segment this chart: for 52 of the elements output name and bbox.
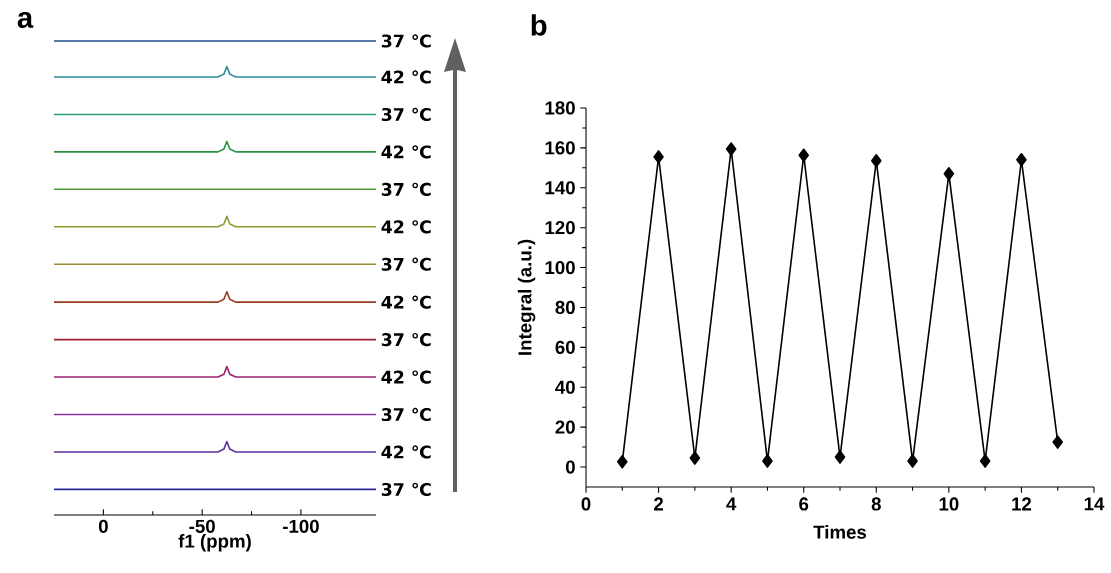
point	[834, 450, 846, 464]
point	[1052, 435, 1064, 449]
series-label: 42 ℃	[381, 145, 431, 159]
series-label: 42 ℃	[381, 445, 431, 459]
x-tick-label: 12	[1012, 497, 1032, 511]
series-label: 37 ℃	[381, 182, 431, 196]
series-label: 42 ℃	[381, 70, 431, 84]
point	[907, 454, 918, 468]
point	[979, 454, 991, 468]
x-axis-title: f1 (ppm)	[178, 534, 251, 552]
y-tick-label: 160	[545, 141, 575, 155]
point	[725, 142, 737, 156]
y-tick-label: 60	[555, 340, 575, 354]
y-tick-label: 40	[555, 380, 575, 394]
y-tick-label: 140	[545, 181, 575, 195]
y-axis-title: Integral (a.u.)	[517, 239, 536, 355]
x-tick-label: -100	[282, 519, 319, 533]
series-label: 37 ℃	[381, 34, 431, 48]
x-tick-label: 8	[871, 497, 881, 511]
x-tick-label: 4	[726, 497, 737, 511]
y-tick-label: 120	[545, 221, 575, 235]
point	[1016, 153, 1027, 167]
y-tick-label: 180	[545, 101, 575, 115]
point	[762, 454, 773, 468]
x-tick-label: 14	[1084, 497, 1105, 511]
point	[870, 154, 882, 168]
point	[653, 150, 664, 164]
x-tick-label: 2	[654, 497, 664, 511]
x-tick-label: -50	[189, 519, 215, 533]
x-tick-label: 0	[98, 519, 108, 533]
x-axis-title: Times	[813, 525, 867, 539]
y-tick-label: 80	[555, 300, 575, 315]
y-tick-label: 100	[545, 260, 575, 275]
x-tick-label: 6	[799, 497, 809, 511]
series-label: 42 ℃	[381, 370, 431, 384]
series-label: 37 ℃	[381, 257, 431, 271]
x-tick-label: 0	[581, 497, 591, 511]
point	[616, 455, 628, 469]
point	[689, 451, 701, 465]
chart-title: b	[531, 14, 547, 36]
series-label: 37 ℃	[381, 107, 431, 122]
x-tick-label: 10	[939, 497, 959, 511]
chart-title: a	[17, 11, 34, 28]
series-label: 37 ℃	[381, 407, 431, 422]
series-label: 42 ℃	[381, 295, 431, 309]
series-label: 37 ℃	[381, 332, 431, 347]
series-label: 37 ℃	[381, 482, 431, 497]
y-tick-label: 20	[555, 420, 575, 434]
y-tick-label: 0	[565, 460, 575, 474]
point	[798, 148, 810, 163]
series-label: 42 ℃	[381, 220, 431, 234]
point	[943, 167, 955, 181]
